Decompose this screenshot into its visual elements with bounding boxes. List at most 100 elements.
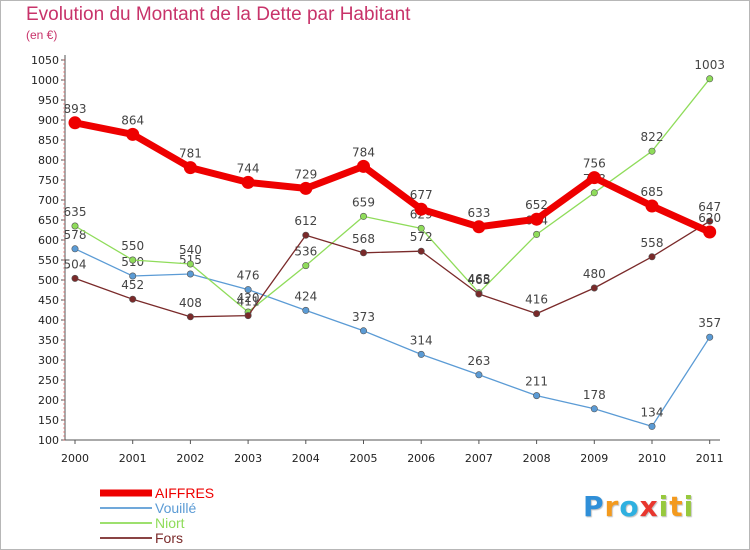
y-tick-label: 700 — [38, 194, 59, 207]
data-label: 480 — [583, 267, 606, 281]
data-point — [302, 231, 310, 239]
data-label: 420 — [237, 291, 260, 305]
data-point — [129, 295, 137, 303]
data-label: 373 — [352, 310, 375, 324]
logo-letter: r — [604, 490, 620, 523]
data-label: 744 — [237, 161, 260, 175]
data-label: 578 — [64, 228, 87, 242]
logo-letter: x — [639, 490, 659, 523]
data-point — [645, 199, 659, 213]
data-label: 893 — [64, 102, 87, 116]
y-tick-label: 950 — [38, 94, 59, 107]
y-tick-label: 1000 — [31, 74, 59, 87]
data-label: 635 — [64, 205, 87, 219]
data-point — [417, 350, 425, 358]
data-point — [244, 312, 252, 320]
series-line — [71, 119, 714, 236]
data-point — [475, 290, 483, 298]
series-line — [74, 220, 711, 318]
data-label: 263 — [467, 354, 490, 368]
logo-letter: i — [683, 490, 695, 523]
data-label: 424 — [294, 289, 317, 303]
data-point — [648, 147, 656, 155]
y-tick-label: 850 — [38, 134, 59, 147]
data-point — [590, 405, 598, 413]
x-tick-label: 2005 — [350, 452, 378, 465]
data-point — [186, 270, 194, 278]
y-tick-label: 1050 — [31, 54, 59, 67]
logo-letter: o — [619, 490, 640, 523]
x-tick-label: 2009 — [580, 452, 608, 465]
logo-letter: P — [583, 490, 605, 523]
data-label: 1003 — [694, 58, 725, 72]
y-tick-label: 350 — [38, 334, 59, 347]
data-label: 677 — [410, 188, 433, 202]
x-tick-label: 2003 — [234, 452, 262, 465]
data-point — [126, 127, 140, 141]
data-label: 756 — [583, 157, 606, 171]
data-point — [590, 284, 598, 292]
data-label: 822 — [641, 130, 664, 144]
x-tick-label: 2002 — [176, 452, 204, 465]
data-label: 652 — [525, 198, 548, 212]
y-tick-label: 450 — [38, 294, 59, 307]
x-tick-label: 2010 — [638, 452, 666, 465]
data-label: 468 — [467, 272, 490, 286]
data-label: 178 — [583, 388, 606, 402]
x-tick-label: 2000 — [61, 452, 89, 465]
data-point — [302, 262, 310, 270]
data-point — [357, 159, 370, 173]
data-point — [359, 249, 367, 257]
data-point — [417, 224, 425, 232]
data-point — [590, 189, 598, 197]
y-tick-label: 550 — [38, 254, 59, 267]
x-tick-label: 2006 — [407, 452, 435, 465]
data-label: 452 — [121, 278, 144, 292]
data-label: 784 — [352, 145, 375, 159]
data-label: 659 — [352, 195, 375, 209]
data-label: 540 — [179, 243, 202, 257]
x-tick-label: 2004 — [292, 452, 320, 465]
data-point — [648, 422, 656, 430]
data-label: 864 — [121, 113, 144, 127]
data-label: 558 — [641, 236, 664, 250]
x-tick-label: 2011 — [696, 452, 724, 465]
y-tick-label: 250 — [38, 374, 59, 387]
data-point — [533, 310, 541, 318]
data-point — [648, 253, 656, 261]
data-point — [359, 327, 367, 335]
y-tick-label: 150 — [38, 414, 59, 427]
legend-label: Niort — [155, 515, 185, 531]
y-tick-label: 300 — [38, 354, 59, 367]
x-tick-label: 2007 — [465, 452, 493, 465]
data-label: 647 — [698, 200, 721, 214]
data-label: 465 — [467, 273, 490, 287]
data-label: 476 — [237, 269, 260, 283]
data-label: 411 — [237, 295, 260, 309]
data-label: 504 — [64, 257, 87, 271]
chart-title: Evolution du Montant de la Dette par Hab… — [26, 4, 411, 25]
data-label: 685 — [641, 185, 664, 199]
y-tick-label: 650 — [38, 214, 59, 227]
data-point — [186, 313, 194, 321]
data-label: 416 — [525, 293, 548, 307]
data-label: 781 — [179, 147, 202, 161]
data-label: 620 — [698, 211, 721, 225]
data-point — [472, 220, 486, 234]
data-point — [129, 272, 137, 280]
data-label: 572 — [410, 230, 433, 244]
data-label: 729 — [294, 167, 317, 181]
x-tick-label: 2008 — [523, 452, 551, 465]
data-point — [71, 222, 79, 230]
y-tick-label: 400 — [38, 314, 59, 327]
data-point — [129, 256, 137, 264]
data-label: 536 — [294, 245, 317, 259]
chart-subtitle: (en €) — [26, 28, 58, 42]
data-label: 357 — [698, 316, 721, 330]
data-label: 134 — [641, 405, 664, 419]
legend-label: Fors — [155, 530, 183, 546]
data-label: 633 — [467, 206, 490, 220]
y-tick-label: 900 — [38, 114, 59, 127]
data-point — [587, 171, 601, 185]
